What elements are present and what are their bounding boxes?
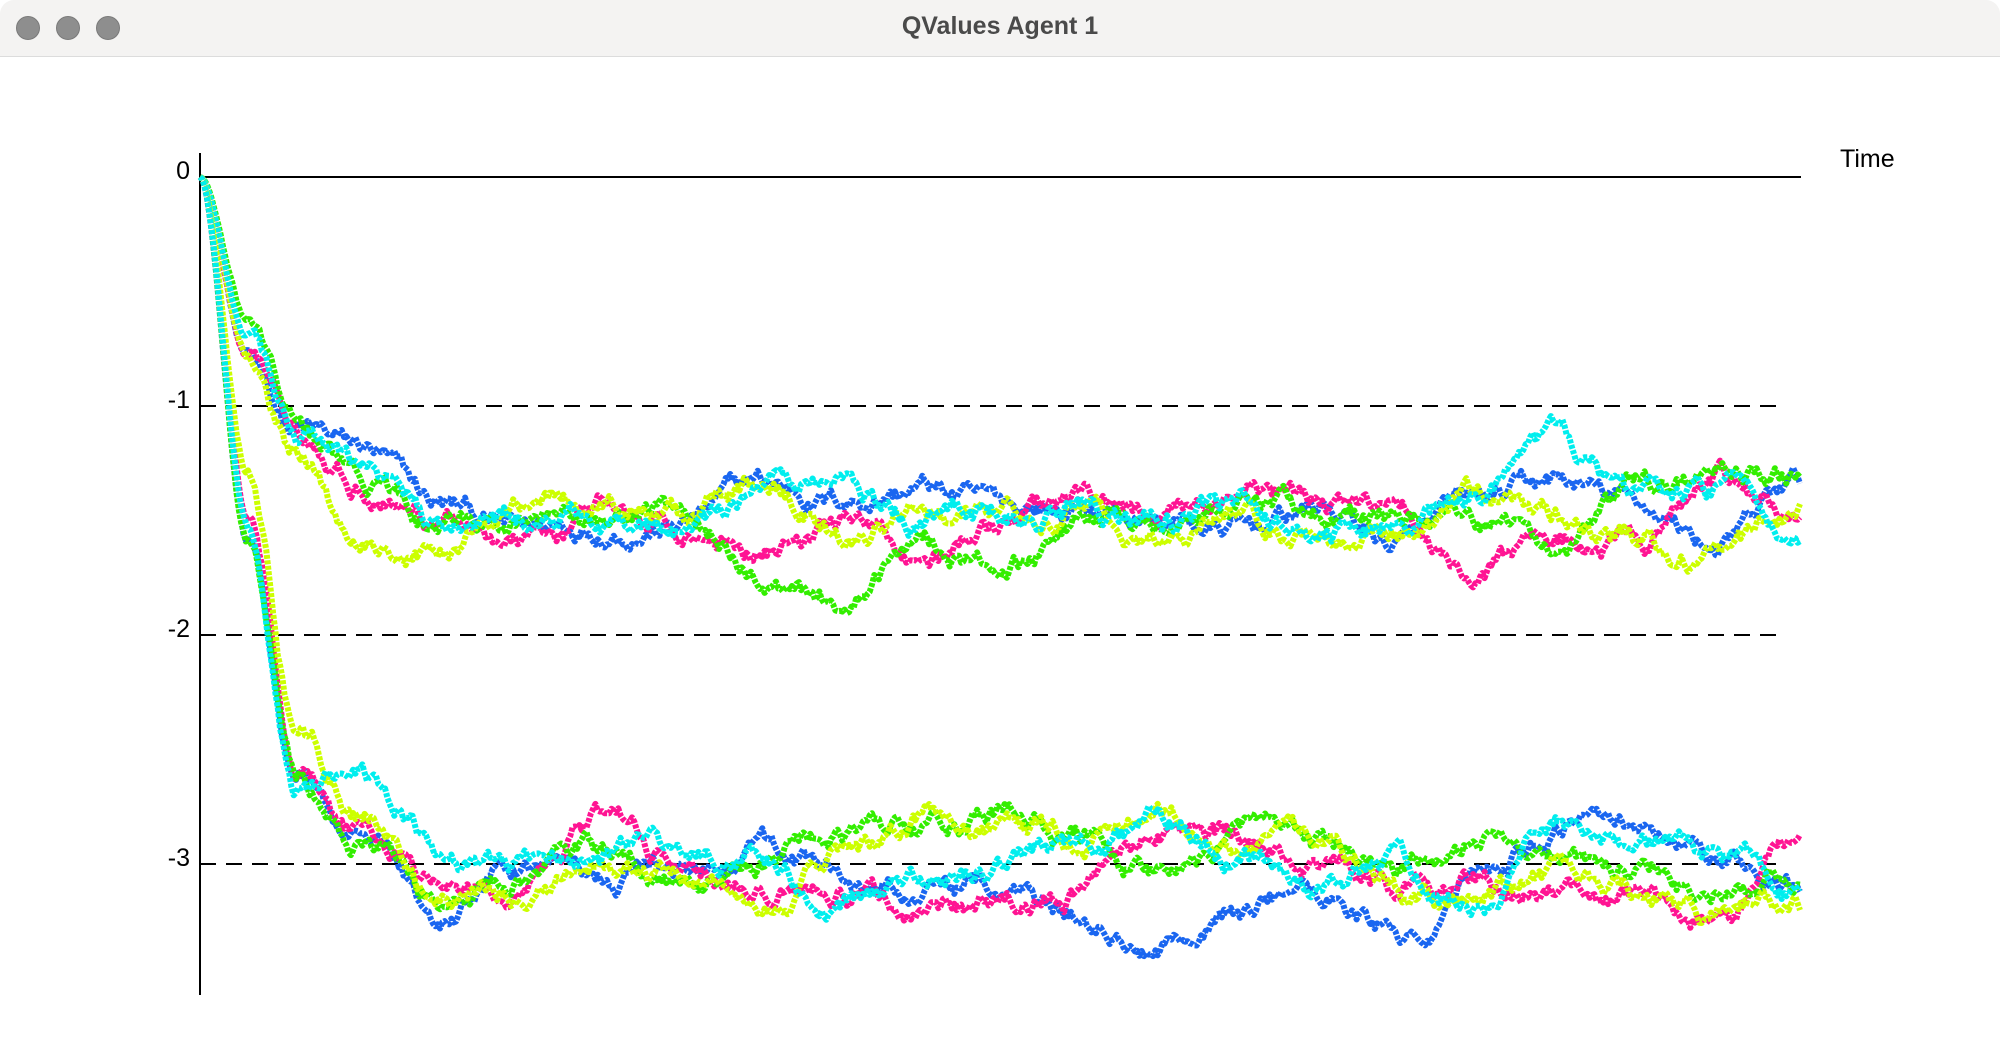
zoom-window-button[interactable] (96, 16, 120, 40)
series-line-3 (198, 174, 1803, 617)
title-bar: QValues Agent 1 (0, 0, 2000, 57)
series-line-10 (197, 174, 1802, 923)
window-title: QValues Agent 1 (901, 12, 1099, 40)
series-line-4 (198, 174, 1803, 575)
y-tick-label: 0 (176, 157, 190, 185)
close-window-button[interactable] (16, 16, 40, 40)
series-line-9 (198, 174, 1803, 926)
axes: Time (199, 145, 1895, 995)
series-line-5 (198, 174, 1802, 547)
series-line-6 (197, 174, 1803, 960)
x-axis-label: Time (1840, 145, 1895, 173)
y-tick-label: -2 (168, 615, 190, 643)
y-tick-labels: 0 -1 -2 -3 (168, 157, 190, 872)
series-line-7 (197, 174, 1803, 931)
series-line-1 (198, 174, 1803, 559)
plot-area: Time 0 -1 -2 -3 (0, 57, 2000, 1054)
y-tick-label: -1 (168, 386, 190, 414)
y-tick-label: -3 (168, 844, 190, 872)
minimize-window-button[interactable] (56, 16, 80, 40)
series-lines (197, 174, 1803, 960)
qvalues-chart: Time 0 -1 -2 -3 (168, 145, 1895, 995)
